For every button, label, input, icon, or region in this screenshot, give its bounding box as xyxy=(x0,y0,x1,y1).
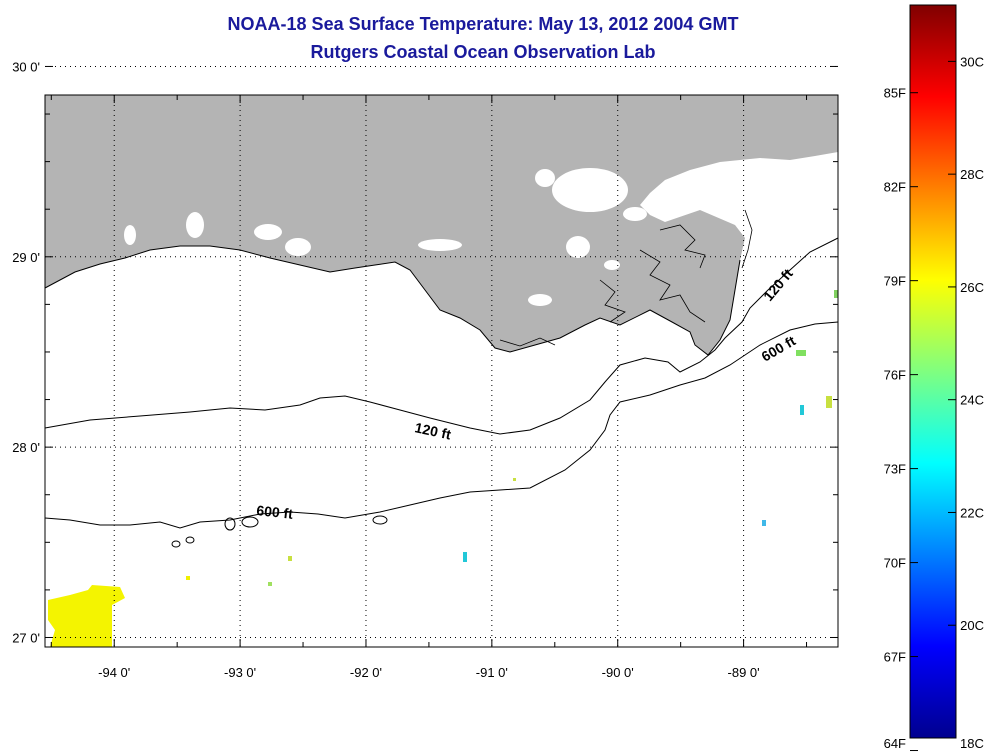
colorbar-label-f: 67F xyxy=(884,650,906,665)
axis-tick-labels: -94 0' -93 0' -92 0' -91 0' -90 0' -89 0' 30 0… xyxy=(12,59,759,680)
colorbar-label-f: 79F xyxy=(884,274,906,289)
sst-data xyxy=(48,290,838,647)
chart-subtitle: Rutgers Coastal Ocean Observation Lab xyxy=(310,42,656,62)
colorbar-label-c: 28C xyxy=(960,167,984,182)
colorbar-label-f: 70F xyxy=(884,556,906,571)
contour-600ft xyxy=(44,321,839,529)
colorbar-label-c: 24C xyxy=(960,393,984,408)
colorbar-label-f: 73F xyxy=(884,462,906,477)
contour-label-600ft-west: 600 ft xyxy=(256,502,294,522)
colorbar-label-c: 20C xyxy=(960,618,984,633)
colorbar-label-c: 30C xyxy=(960,54,984,69)
lat-tick-label: 27 0' xyxy=(12,630,40,645)
colorbar-label-f: 85F xyxy=(884,86,906,101)
lat-tick-label: 30 0' xyxy=(12,59,40,74)
lon-tick-label: -93 0' xyxy=(224,665,256,680)
grid-lines xyxy=(45,65,838,647)
lon-tick-label: -92 0' xyxy=(350,665,382,680)
colorbar-label-f: 82F xyxy=(884,180,906,195)
coast-detail xyxy=(499,209,753,347)
colorbar-label-f: 76F xyxy=(884,368,906,383)
colorbar-label-f: 64F xyxy=(884,736,906,751)
land-mass xyxy=(45,95,838,355)
colorbar-label-c: 22C xyxy=(960,505,984,520)
lon-tick-label: -90 0' xyxy=(602,665,634,680)
colorbar-label-c: 18C xyxy=(960,736,984,751)
map-frame xyxy=(44,94,839,648)
lon-tick-label: -89 0' xyxy=(728,665,760,680)
colorbar-labels: 30C 28C 26C 24C 22C 20C 18C 85F 82F 79F 76F 73F 70F 6… xyxy=(884,54,984,752)
colorbar xyxy=(909,4,957,739)
coastline xyxy=(44,245,741,356)
lakes xyxy=(124,168,647,306)
contour-120ft xyxy=(44,237,839,435)
lat-tick-label: 29 0' xyxy=(12,250,40,265)
lon-tick-label: -91 0' xyxy=(476,665,508,680)
chart-title: NOAA-18 Sea Surface Temperature: May 13,… xyxy=(227,14,739,34)
bathymetry-contours xyxy=(44,237,839,548)
axis-ticks xyxy=(45,65,838,647)
contour-label-120ft-west: 120 ft xyxy=(413,419,452,442)
colorbar-label-c: 26C xyxy=(960,280,984,295)
lon-tick-label: -94 0' xyxy=(98,665,130,680)
lat-tick-label: 28 0' xyxy=(12,440,40,455)
